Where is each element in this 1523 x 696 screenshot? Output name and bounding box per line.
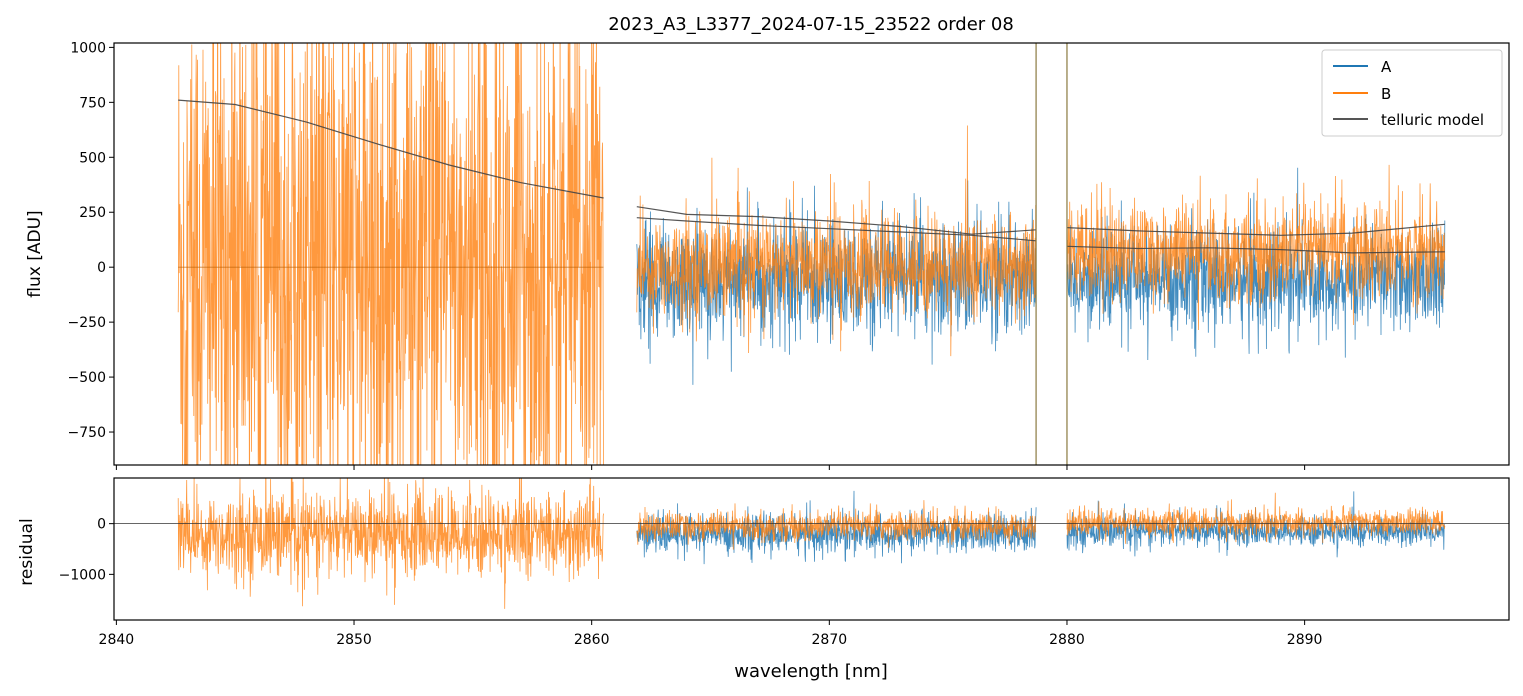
legend: A B telluric model <box>1321 49 1503 137</box>
x-axis-label: wavelength [nm] <box>734 661 888 682</box>
telluric-model-b-segment-2 <box>636 206 1037 235</box>
residual-y-axis-label: residual <box>17 518 37 585</box>
series-b-residual-segment-1 <box>177 478 604 609</box>
top-y-tick-label: −500 <box>68 370 106 386</box>
series-b-residual-segment-2 <box>636 500 1037 550</box>
top-y-tick-label: 250 <box>79 205 106 221</box>
x-tick-label: 2840 <box>99 632 135 648</box>
residual-axis-ticks: −1000 0 2840 2850 2860 2870 2880 2890 <box>59 517 1323 648</box>
series-b-flux-segment-2 <box>636 125 1037 357</box>
x-tick-label: 2880 <box>1049 632 1085 648</box>
telluric-model-b-segment-3 <box>1066 223 1445 236</box>
top-y-axis-label: flux [ADU] <box>25 210 45 297</box>
legend-label-a: A <box>1381 58 1392 76</box>
telluric-model-b-segment-1 <box>178 99 604 199</box>
top-y-tick-label: −750 <box>68 425 106 441</box>
top-axis-ticks: −750 −500 −250 0 250 500 750 1000 <box>68 40 1306 470</box>
top-y-tick-label: 1000 <box>70 40 106 56</box>
legend-box <box>1321 49 1503 137</box>
series-b-flux-segment-3 <box>1066 164 1446 331</box>
x-tick-label: 2890 <box>1287 632 1323 648</box>
legend-label-telluric-model: telluric model <box>1381 111 1484 129</box>
top-y-tick-label: −250 <box>68 315 106 331</box>
x-tick-label: 2870 <box>812 632 848 648</box>
top-y-tick-label: 0 <box>97 260 106 276</box>
top-axes-frame <box>113 42 1510 466</box>
series-b-flux-segment-1 <box>177 43 604 465</box>
top-y-tick-label: 500 <box>79 150 106 166</box>
residual-axes-frame <box>113 477 1510 621</box>
x-tick-label: 2850 <box>336 632 372 648</box>
x-tick-label: 2860 <box>574 632 610 648</box>
top-plot-data <box>177 43 1446 465</box>
legend-label-b: B <box>1381 85 1391 103</box>
residual-y-tick-label: 0 <box>97 517 106 533</box>
telluric-model-a-segment-2 <box>636 217 1037 242</box>
telluric-model-a-segment-3 <box>1066 245 1445 254</box>
residual-y-tick-label: −1000 <box>59 567 106 583</box>
series-a-residual-segment-2 <box>636 490 1037 565</box>
chart-title: 2023_A3_L3377_2024-07-15_23522 order 08 <box>608 14 1014 35</box>
residual-plot-data <box>114 478 1509 609</box>
top-y-tick-label: 750 <box>79 95 106 111</box>
